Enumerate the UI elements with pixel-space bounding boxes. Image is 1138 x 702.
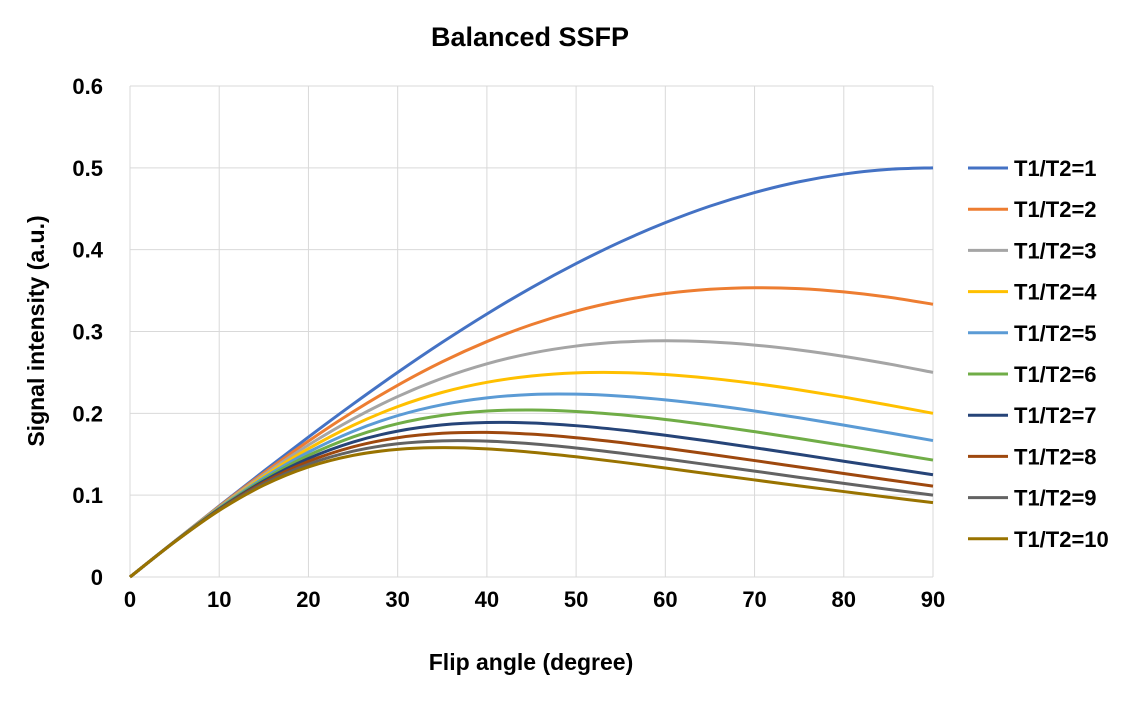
y-tick-label: 0.5 xyxy=(72,156,103,181)
x-tick-label: 70 xyxy=(742,587,766,612)
series-line xyxy=(129,392,934,579)
y-tick-label: 0.3 xyxy=(72,320,103,345)
x-tick-label: 10 xyxy=(207,587,231,612)
series-line xyxy=(129,420,934,579)
y-tick-label: 0.1 xyxy=(72,483,103,508)
series-line xyxy=(129,439,934,579)
legend-label: T1/T2=7 xyxy=(1014,403,1097,428)
y-tick-label: 0.2 xyxy=(72,401,103,426)
x-tick-label: 90 xyxy=(921,587,945,612)
legend-label: T1/T2=8 xyxy=(1014,444,1097,469)
legend-label: T1/T2=5 xyxy=(1014,321,1097,346)
series-line xyxy=(129,430,934,579)
x-tick-label: 50 xyxy=(564,587,588,612)
x-tick-label: 20 xyxy=(296,587,320,612)
series-line xyxy=(129,166,934,579)
tick-labels: 0 0.1 0.2 0.3 0.4 0.5 0.6 0 10 20 30 40 50 60 70 80 90 xyxy=(72,74,945,612)
x-tick-label: 60 xyxy=(653,587,677,612)
gridlines xyxy=(129,85,934,578)
x-tick-label: 0 xyxy=(124,587,136,612)
y-tick-label: 0.4 xyxy=(72,238,103,263)
legend-label: T1/T2=3 xyxy=(1014,238,1097,263)
series-line xyxy=(129,446,934,579)
x-tick-label: 40 xyxy=(475,587,499,612)
x-tick-label: 80 xyxy=(832,587,856,612)
legend-label: T1/T2=2 xyxy=(1014,197,1097,222)
legend-label: T1/T2=4 xyxy=(1014,280,1097,305)
chart-title: Balanced SSFP xyxy=(431,22,629,52)
series-lines xyxy=(129,166,934,579)
x-tick-label: 30 xyxy=(385,587,409,612)
legend: T1/T2=1 T1/T2=2 T1/T2=3 T1/T2=4 T1/T2=5 T1/T2… xyxy=(968,156,1109,552)
y-axis-label: Signal intensity (a.u.) xyxy=(23,215,49,446)
y-tick-label: 0.6 xyxy=(72,74,103,99)
legend-label: T1/T2=10 xyxy=(1014,527,1109,552)
series-line xyxy=(129,370,934,579)
x-axis-label: Flip angle (degree) xyxy=(429,649,633,675)
legend-label: T1/T2=6 xyxy=(1014,362,1097,387)
y-tick-label: 0 xyxy=(91,565,103,590)
legend-label: T1/T2=9 xyxy=(1014,486,1097,511)
legend-label: T1/T2=1 xyxy=(1014,156,1097,181)
